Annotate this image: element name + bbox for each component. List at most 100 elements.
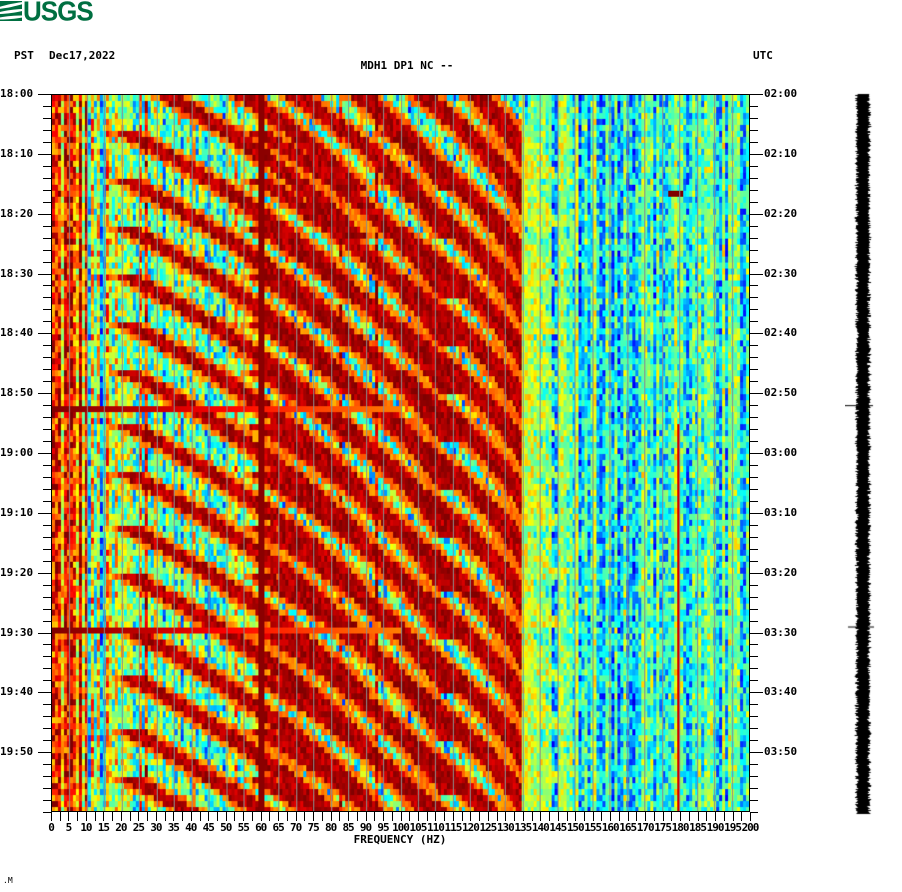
y-tick-right: [750, 238, 758, 239]
y-tick-left: [43, 405, 51, 406]
y-tick-right: [750, 764, 758, 765]
x-tick: [156, 812, 157, 821]
x-tick-label: 100: [392, 821, 410, 834]
y-tick-label-left: 18:30: [0, 267, 34, 280]
y-tick-left: [43, 776, 51, 777]
x-tick: [200, 812, 201, 821]
x-tick: [505, 812, 506, 821]
y-tick-label-right: 03:00: [764, 446, 798, 459]
x-tick: [208, 812, 209, 821]
x-tick: [584, 812, 585, 821]
x-tick: [549, 812, 550, 821]
x-tick-label: 115: [444, 821, 462, 834]
x-tick: [409, 812, 410, 821]
x-tick-label: 175: [654, 821, 672, 834]
x-tick-label: 30: [150, 821, 162, 834]
y-tick-right: [750, 477, 758, 478]
y-tick-left: [43, 142, 51, 143]
y-tick-left: [38, 573, 51, 574]
y-tick-label-left: 18:10: [0, 147, 34, 160]
y-tick-left: [43, 812, 51, 813]
x-tick: [77, 812, 78, 821]
y-tick-left: [43, 369, 51, 370]
y-tick-right: [750, 728, 758, 729]
y-tick-left: [43, 788, 51, 789]
y-tick-label-right: 03:20: [764, 566, 798, 579]
x-tick-label: 25: [132, 821, 145, 834]
y-tick-left: [43, 226, 51, 227]
y-tick-right: [750, 704, 758, 705]
y-tick-right: [750, 465, 758, 466]
x-tick: [514, 812, 515, 821]
y-tick-right: [750, 441, 758, 442]
y-tick-label-left: 19:40: [0, 685, 34, 698]
x-tick-label: 165: [619, 821, 637, 834]
y-tick-right: [750, 226, 758, 227]
y-tick-right: [750, 716, 758, 717]
y-tick-right: [750, 525, 758, 526]
x-tick: [243, 812, 244, 821]
y-tick-left: [43, 525, 51, 526]
x-tick: [601, 812, 602, 821]
x-tick: [619, 812, 620, 821]
y-tick-right: [750, 668, 758, 669]
x-tick-label: 70: [290, 821, 302, 834]
x-tick-label: 155: [584, 821, 602, 834]
x-tick: [462, 812, 463, 821]
x-tick: [741, 812, 742, 821]
y-tick-right: [750, 214, 763, 215]
y-tick-left: [43, 489, 51, 490]
x-tick-label: 65: [272, 821, 285, 834]
x-tick-label: 170: [636, 821, 655, 834]
y-tick-left: [38, 633, 51, 634]
x-tick: [453, 812, 454, 821]
y-tick-left: [38, 393, 51, 394]
y-tick-right: [750, 740, 758, 741]
usgs-logo-text: USGS: [23, 0, 94, 27]
x-tick: [252, 812, 253, 821]
timezone-left-label: PST: [14, 49, 34, 62]
x-tick: [191, 812, 192, 821]
y-tick-label-left: 19:30: [0, 626, 34, 639]
y-tick-left: [43, 285, 51, 286]
station-line: MDH1 DP1 NC --: [360, 59, 454, 72]
x-tick-label: 40: [185, 821, 197, 834]
y-tick-right: [750, 573, 763, 574]
y-tick-left: [38, 513, 51, 514]
y-tick-right: [750, 656, 758, 657]
x-tick-label: 150: [566, 821, 585, 834]
x-tick: [339, 812, 340, 821]
y-tick-left: [43, 621, 51, 622]
x-tick: [226, 812, 227, 821]
y-tick-right: [750, 621, 758, 622]
y-tick-left: [38, 94, 51, 95]
x-tick: [444, 812, 445, 821]
y-tick-left: [43, 668, 51, 669]
x-tick: [130, 812, 131, 821]
y-tick-left: [43, 597, 51, 598]
x-tick: [532, 812, 533, 821]
x-tick: [165, 812, 166, 821]
y-tick-right: [750, 393, 763, 394]
y-tick-label-left: 18:40: [0, 326, 34, 339]
y-tick-left: [43, 381, 51, 382]
y-tick-left: [43, 441, 51, 442]
y-tick-right: [750, 274, 763, 275]
y-tick-left: [38, 453, 51, 454]
y-tick-left: [43, 417, 51, 418]
footer-mark: .M: [3, 876, 13, 885]
y-tick-left: [43, 262, 51, 263]
y-tick-right: [750, 453, 763, 454]
x-tick: [217, 812, 218, 821]
x-tick: [261, 812, 262, 821]
x-tick-label: 5: [65, 821, 73, 834]
y-tick-right: [750, 680, 758, 681]
x-tick-label: 15: [97, 821, 110, 834]
y-tick-right: [750, 309, 758, 310]
y-tick-left: [43, 250, 51, 251]
x-tick-label: 90: [359, 821, 372, 834]
x-tick-label: 120: [461, 821, 480, 834]
x-tick: [427, 812, 428, 821]
y-tick-right: [750, 776, 758, 777]
x-tick: [147, 812, 148, 821]
